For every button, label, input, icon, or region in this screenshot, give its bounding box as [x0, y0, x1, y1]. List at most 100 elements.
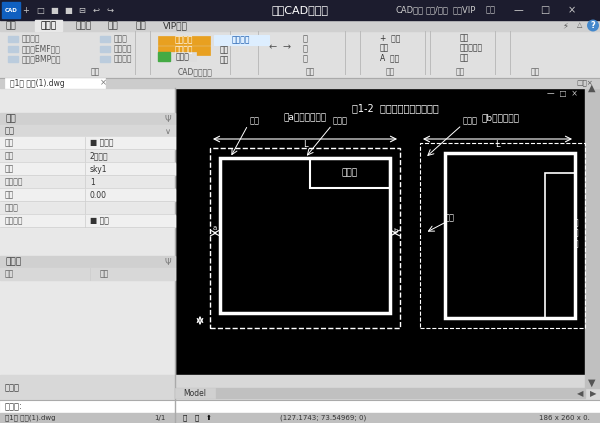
Bar: [214, 35, 269, 45]
Text: +  线宽: + 线宽: [380, 33, 400, 42]
Bar: [210, 148, 400, 328]
Text: 精度: 精度: [5, 190, 14, 200]
Text: 隐藏: 隐藏: [455, 67, 464, 76]
Text: 第1章 附图(1).dwg: 第1章 附图(1).dwg: [10, 79, 65, 88]
Text: 结构: 结构: [220, 55, 229, 64]
Text: 图层: 图层: [5, 151, 14, 160]
Text: △: △: [577, 22, 583, 28]
Bar: [0, 31, 600, 78]
Text: 标题栏: 标题栏: [342, 168, 358, 178]
Text: 位置: 位置: [305, 67, 314, 76]
Text: +: +: [23, 5, 29, 14]
Bar: [585, 88, 600, 388]
Text: ∨: ∨: [165, 126, 171, 135]
Text: ←: ←: [269, 42, 277, 52]
Text: 属性: 属性: [5, 115, 16, 124]
Text: 测量比例: 测量比例: [5, 178, 23, 187]
Text: 🖥: 🖥: [183, 415, 187, 421]
Text: 🔍: 🔍: [302, 55, 308, 63]
Text: Ψ: Ψ: [164, 115, 172, 124]
Bar: [8, 56, 18, 62]
Text: 工具: 工具: [91, 67, 100, 76]
Text: 图框线: 图框线: [332, 116, 347, 126]
Bar: [158, 52, 196, 61]
Text: ⬜: ⬜: [195, 415, 199, 421]
Bar: [158, 52, 170, 61]
Text: 周边: 周边: [445, 214, 455, 222]
Text: 查看器: 查看器: [40, 21, 56, 30]
Text: □: □: [36, 5, 44, 14]
Text: A  文本: A 文本: [380, 53, 399, 63]
Text: 2细实线: 2细实线: [90, 151, 109, 160]
Text: 🔍: 🔍: [302, 35, 308, 44]
Bar: [0, 268, 175, 280]
Text: 186 x 260 x 0.: 186 x 260 x 0.: [539, 415, 590, 421]
Text: a: a: [213, 225, 217, 231]
Text: 背景色: 背景色: [176, 52, 190, 61]
Text: 装
订
边: 装 订 边: [574, 218, 578, 248]
Bar: [100, 36, 110, 42]
Bar: [158, 36, 210, 45]
Text: 图1-2  图框格式和标题栏位置: 图1-2 图框格式和标题栏位置: [352, 103, 439, 113]
Text: 测量: 测量: [530, 67, 539, 76]
Text: (127.1743; 73.54969; 0): (127.1743; 73.54969; 0): [280, 415, 366, 421]
Bar: [0, 78, 600, 88]
Text: 文字颜色: 文字颜色: [5, 217, 23, 225]
Text: ⬆: ⬆: [206, 415, 212, 421]
Text: 1/1: 1/1: [154, 415, 166, 421]
Text: 标注: 标注: [5, 126, 15, 135]
Bar: [0, 88, 175, 423]
Bar: [0, 125, 175, 137]
Text: b: b: [394, 228, 398, 234]
Bar: [2, 2, 20, 18]
Text: 测量: 测量: [380, 44, 389, 52]
Text: 图层: 图层: [220, 46, 229, 55]
Text: □⬛×: □⬛×: [577, 80, 593, 86]
Text: 复制为BMP格式: 复制为BMP格式: [22, 55, 62, 63]
Bar: [175, 388, 215, 398]
Text: （a）不留装订边: （a）不留装订边: [283, 113, 326, 123]
Text: ■ 以图层: ■ 以图层: [90, 138, 113, 148]
Text: CAD转换: CAD转换: [396, 5, 424, 14]
Text: 输出: 输出: [136, 21, 147, 30]
Bar: [8, 46, 18, 52]
Text: 日文字: 日文字: [5, 203, 19, 212]
Text: L: L: [495, 140, 500, 148]
Text: ▲: ▲: [588, 83, 596, 93]
Text: 1: 1: [90, 178, 95, 187]
Bar: [175, 388, 585, 398]
Bar: [158, 46, 210, 55]
Text: ×: ×: [100, 79, 107, 88]
Text: ◀: ◀: [577, 390, 583, 398]
Bar: [545, 173, 575, 318]
Bar: [0, 215, 175, 227]
Text: ×: ×: [568, 5, 576, 15]
Text: VIP功能: VIP功能: [163, 21, 188, 30]
Text: ?: ?: [590, 21, 595, 30]
Bar: [420, 143, 585, 328]
Text: 多段线长度: 多段线长度: [460, 44, 483, 52]
Text: 样式: 样式: [5, 165, 14, 173]
Text: ?: ?: [590, 20, 596, 30]
Text: —: —: [513, 5, 523, 15]
Bar: [0, 137, 175, 149]
Bar: [0, 256, 175, 268]
Text: 黑色背景: 黑色背景: [175, 36, 193, 44]
Bar: [310, 158, 390, 188]
Bar: [35, 20, 62, 31]
Text: ⚡: ⚡: [562, 21, 568, 30]
Text: →: →: [283, 42, 291, 52]
Bar: [445, 153, 575, 318]
Text: ■: ■: [64, 5, 72, 14]
Bar: [175, 88, 600, 388]
Text: ↩: ↩: [92, 5, 100, 14]
Text: 图框线: 图框线: [463, 116, 478, 126]
Bar: [8, 36, 18, 42]
Text: CAD绘图设置: CAD绘图设置: [178, 67, 212, 76]
Text: —  □  ×: — □ ×: [547, 88, 577, 97]
Bar: [0, 189, 175, 201]
Text: ▼: ▼: [588, 378, 596, 388]
Text: ⊟: ⊟: [79, 5, 86, 14]
Text: 名称: 名称: [5, 269, 14, 278]
Text: 🔍: 🔍: [302, 44, 308, 53]
